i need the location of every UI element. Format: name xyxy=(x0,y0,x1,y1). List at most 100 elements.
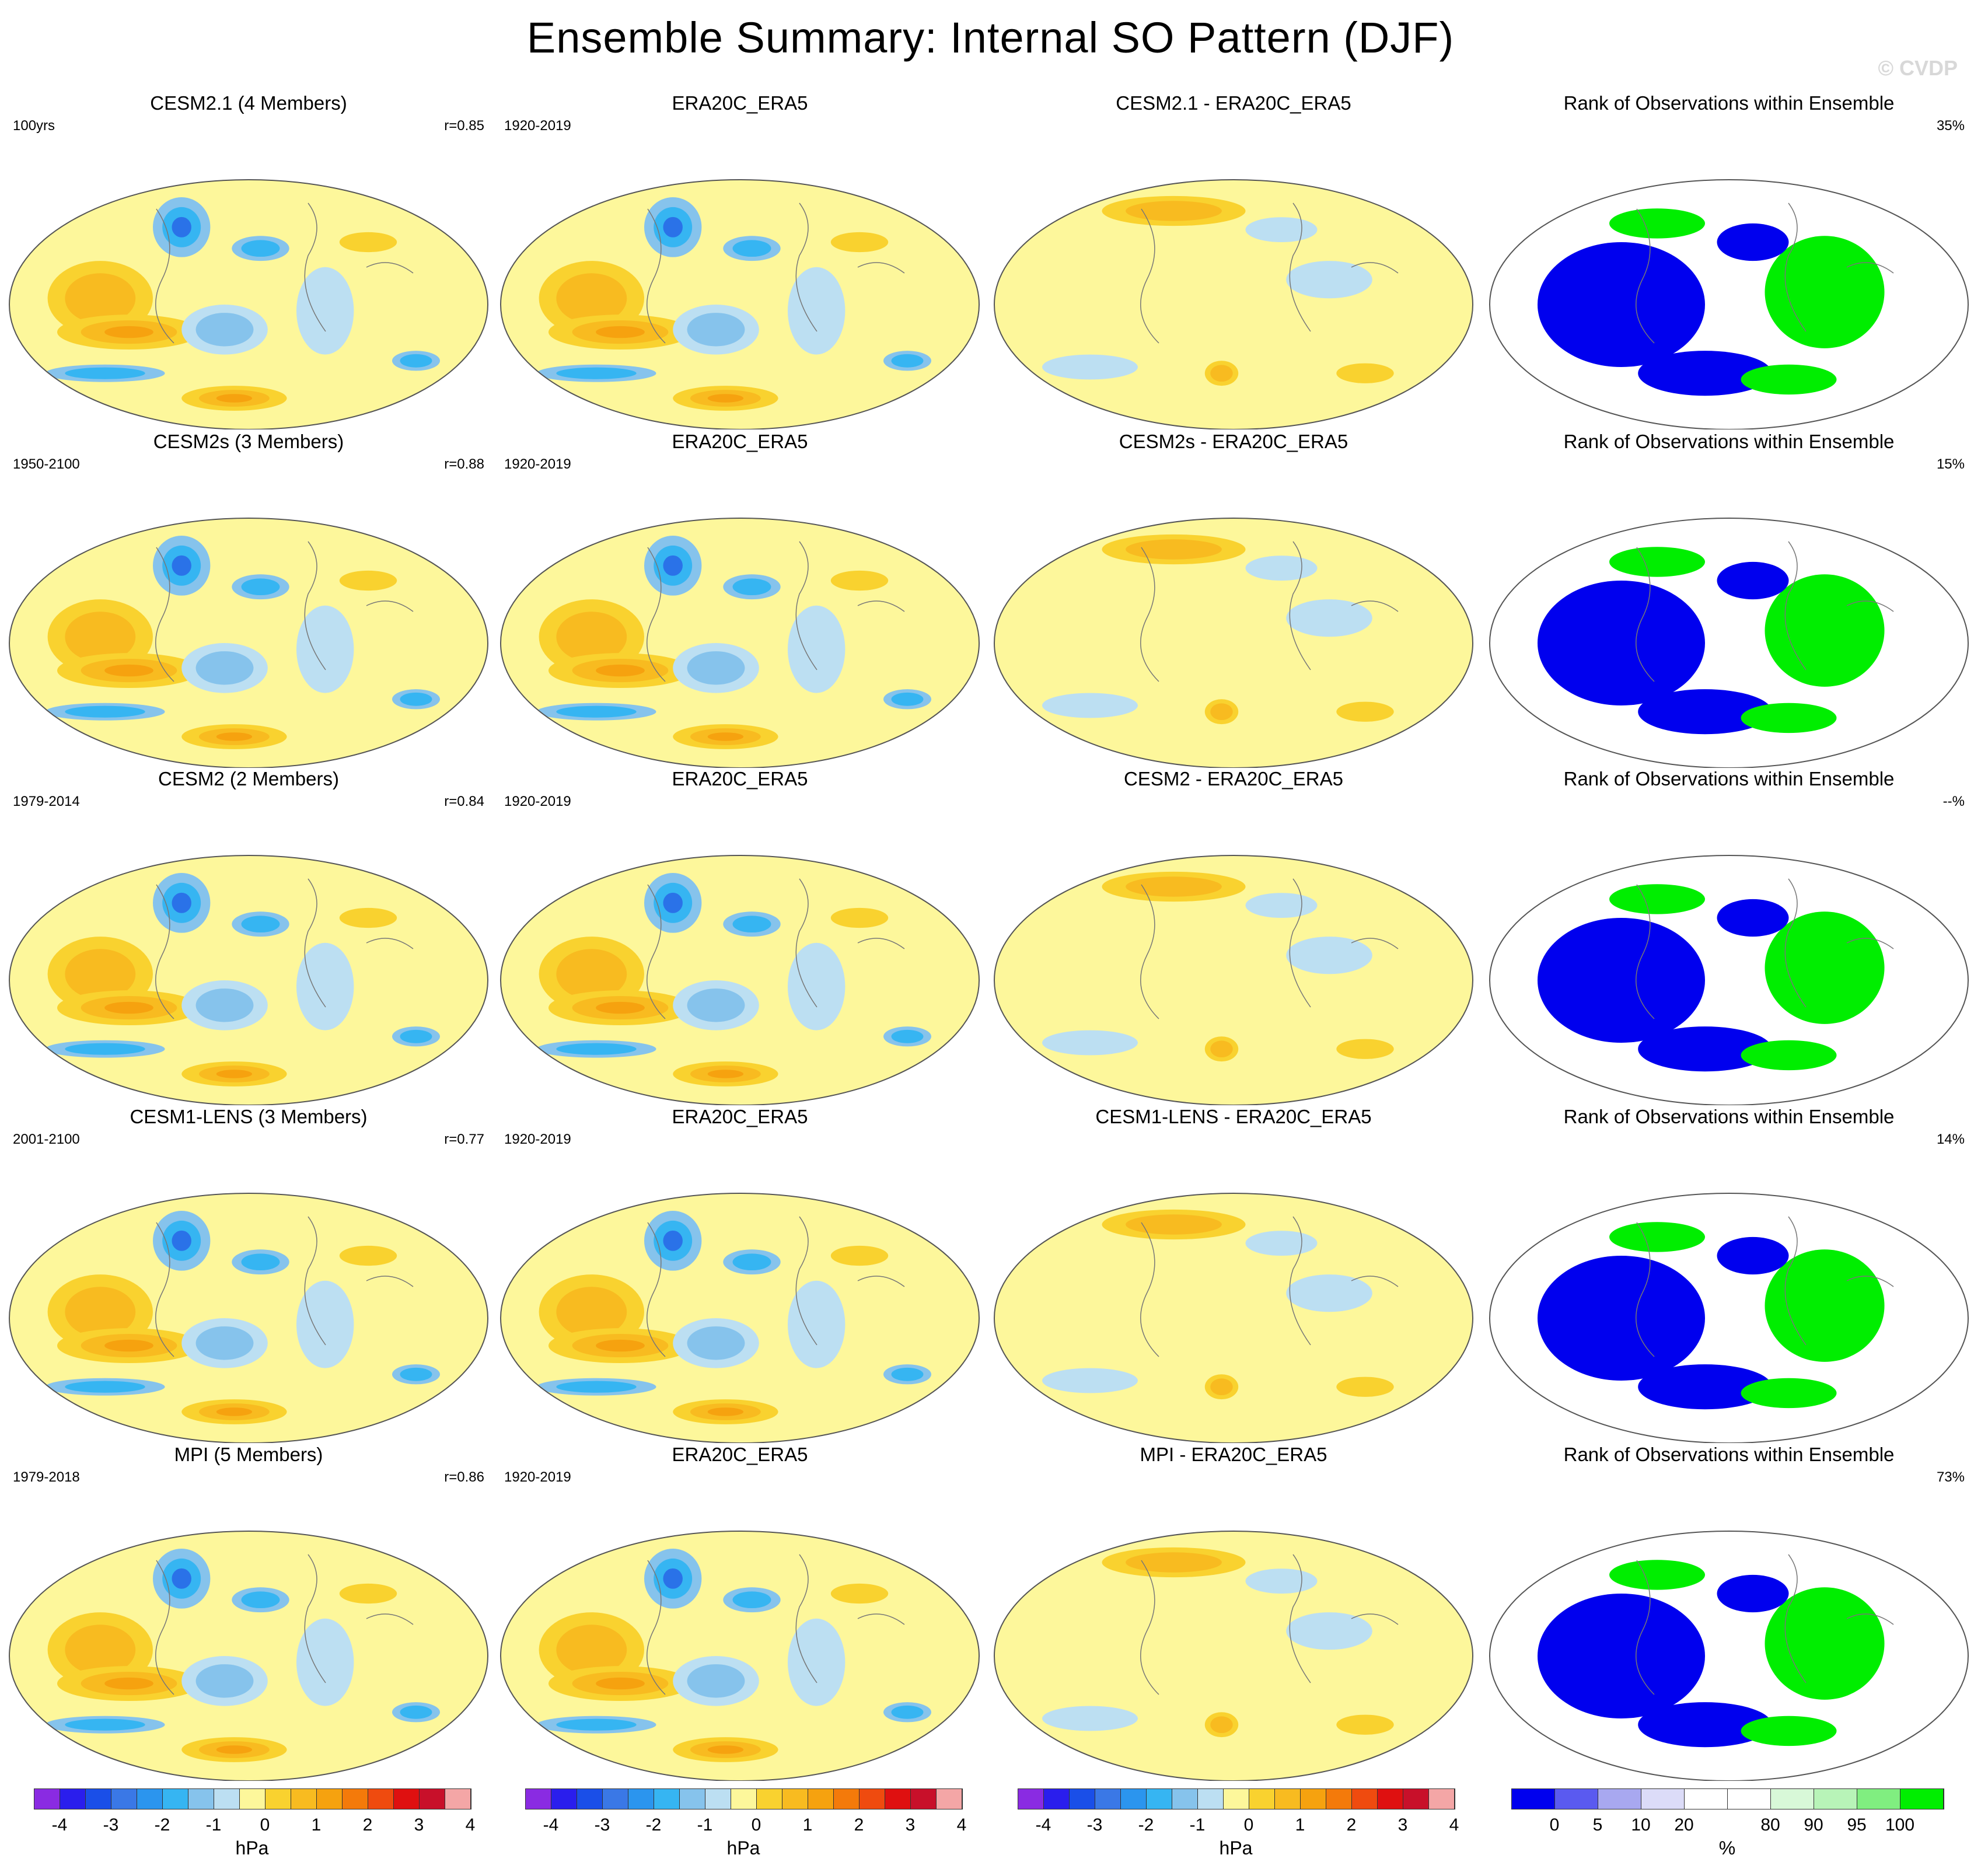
map-border xyxy=(500,1531,980,1781)
contour-region xyxy=(339,232,397,253)
contour-region xyxy=(1245,556,1318,581)
colorbar-swatch xyxy=(628,1789,654,1809)
contour-region xyxy=(830,1245,889,1266)
pressure-map xyxy=(994,1531,1473,1781)
contour-region xyxy=(891,354,924,368)
pressure-map xyxy=(500,1193,980,1443)
colorbar-swatch xyxy=(60,1789,86,1809)
panel-title: CESM2s (3 Members) xyxy=(153,431,344,452)
contour-region xyxy=(339,570,397,591)
coastline xyxy=(1636,878,1894,1019)
colorbar-swatch xyxy=(808,1789,834,1809)
pressure-map xyxy=(9,179,488,429)
contour-region xyxy=(65,1287,136,1337)
panel-title: Rank of Observations within Ensemble xyxy=(1563,1444,1895,1465)
colorbar-unit: % xyxy=(1718,1837,1736,1858)
contour-region xyxy=(65,612,136,662)
rank-map xyxy=(1489,1531,1969,1781)
colorbar-swatch xyxy=(1814,1789,1857,1809)
contour-region xyxy=(1741,1716,1837,1746)
contour-region xyxy=(172,555,191,576)
coastline xyxy=(647,878,905,1019)
contour-region xyxy=(241,916,280,933)
correlation-label: r=0.85 xyxy=(444,118,484,134)
colorbar-swatch xyxy=(240,1789,265,1809)
map-border xyxy=(994,855,1473,1105)
period-label: 1979-2014 xyxy=(13,794,80,809)
contour-region xyxy=(707,732,744,741)
contour-region xyxy=(596,1001,645,1014)
colorbar-swatch xyxy=(1326,1789,1352,1809)
period-label: 1950-2100 xyxy=(13,456,80,472)
panel-obs: ERA20C_ERA5 1920-2019 xyxy=(496,92,984,429)
colorbar-swatch xyxy=(1172,1789,1198,1809)
map-border xyxy=(1489,855,1969,1105)
colorbar-swatch xyxy=(137,1789,163,1809)
colorbar-swatch xyxy=(1249,1789,1275,1809)
contour-region xyxy=(400,692,432,706)
map-border xyxy=(1489,179,1969,429)
panel-rank: Rank of Observations within Ensemble 14% xyxy=(1485,1106,1973,1443)
colorbar-tick: -4 xyxy=(543,1815,559,1835)
map-background xyxy=(994,1531,1473,1781)
contour-region xyxy=(732,578,771,596)
pressure-map xyxy=(9,1193,488,1443)
contour-region xyxy=(596,1339,645,1352)
contour-region xyxy=(1609,547,1705,577)
panel-title: CESM2s - ERA20C_ERA5 xyxy=(1119,431,1348,452)
colorbar-swatch xyxy=(1147,1789,1172,1809)
contour-region xyxy=(400,354,432,368)
colorbar-tick: 1 xyxy=(1295,1815,1305,1835)
contour-region xyxy=(788,942,845,1030)
colorbar-swatch xyxy=(343,1789,368,1809)
contour-region xyxy=(556,1381,637,1393)
contour-region xyxy=(296,942,354,1030)
contour-region xyxy=(65,273,136,324)
contour-region xyxy=(195,313,254,347)
coastline xyxy=(647,1554,905,1695)
colorbar-swatch xyxy=(1352,1789,1378,1809)
contour-region xyxy=(1245,217,1318,242)
map-border xyxy=(994,179,1473,429)
panel-diff: CESM2 - ERA20C_ERA5 xyxy=(990,768,1477,1105)
colorbar-swatch xyxy=(1641,1789,1685,1809)
contour-region xyxy=(556,612,627,662)
colorbar-tick: 80 xyxy=(1760,1815,1780,1835)
contour-region xyxy=(556,367,637,379)
map-border xyxy=(500,179,980,429)
contour-region xyxy=(830,232,889,253)
contour-region xyxy=(556,1043,637,1055)
contour-region xyxy=(65,1625,136,1675)
pressure-map xyxy=(994,518,1473,768)
map-border xyxy=(500,1193,980,1443)
contour-region xyxy=(1717,1574,1789,1613)
contour-region xyxy=(65,949,136,1000)
contour-region xyxy=(687,313,745,347)
panel-title: Rank of Observations within Ensemble xyxy=(1563,1106,1895,1127)
contour-region xyxy=(1638,1364,1772,1410)
panel-title: ERA20C_ERA5 xyxy=(672,1106,808,1127)
rank-map xyxy=(1489,855,1969,1105)
contour-region xyxy=(1126,1214,1222,1235)
pressure-map xyxy=(994,179,1473,429)
coastline xyxy=(155,1554,414,1695)
contour-region xyxy=(1538,242,1705,367)
contour-region xyxy=(556,705,637,718)
panel-rank: Rank of Observations within Ensemble 15% xyxy=(1485,431,1973,768)
colorbar-tick: 0 xyxy=(1243,1815,1254,1835)
panel-model: CESM2s (3 Members) 1950-2100 r=0.88 xyxy=(5,431,492,768)
colorbar-swatch xyxy=(1685,1789,1728,1809)
contour-region xyxy=(687,1326,745,1360)
contour-region xyxy=(1245,893,1318,918)
colorbar-tick: 95 xyxy=(1847,1815,1867,1835)
contour-region xyxy=(596,664,645,677)
contour-region xyxy=(556,1625,627,1675)
contour-region xyxy=(241,240,280,257)
map-border xyxy=(500,518,980,768)
map-background xyxy=(994,180,1473,429)
contour-region xyxy=(296,267,354,355)
page-title: Ensemble Summary: Internal SO Pattern (D… xyxy=(526,13,1455,62)
contour-region xyxy=(596,326,645,338)
colorbar-tick: 5 xyxy=(1592,1815,1603,1835)
contour-region xyxy=(1609,1560,1705,1590)
